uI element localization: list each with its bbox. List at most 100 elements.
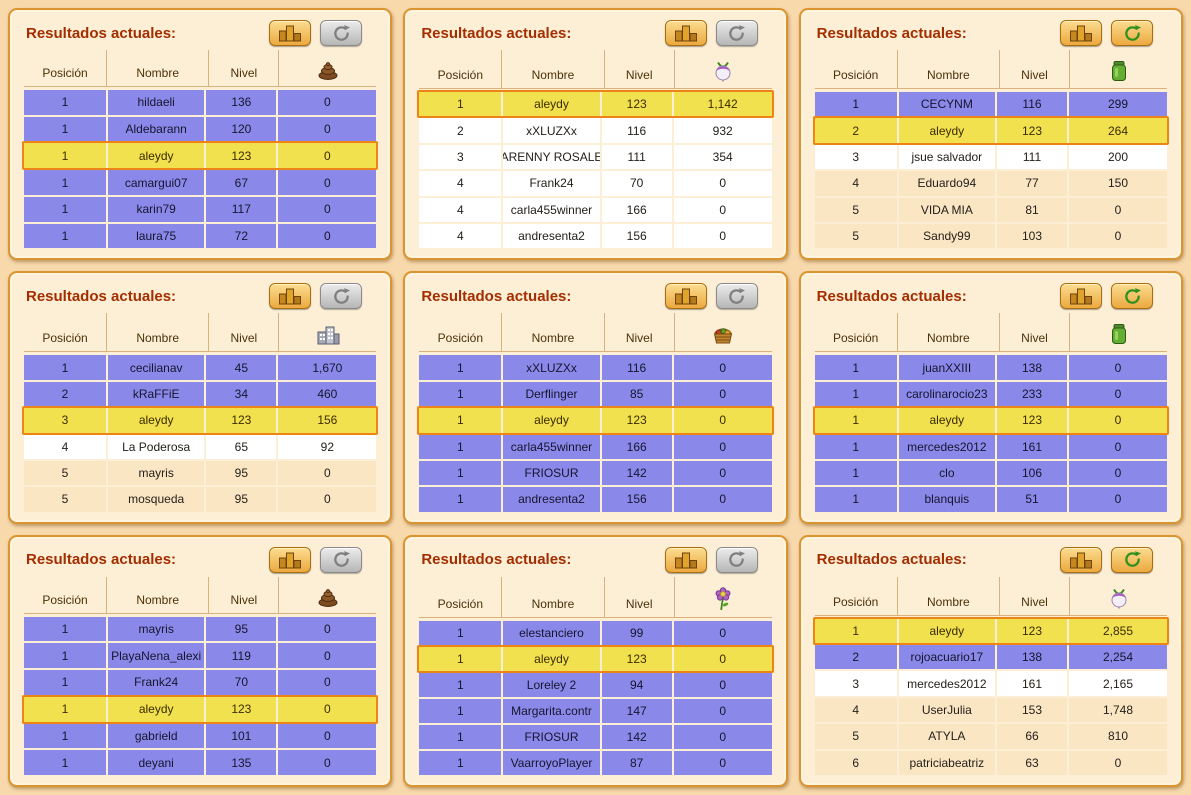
table-row[interactable]: 3 jsue salvador 111 200 bbox=[814, 144, 1167, 170]
row-value: 0 bbox=[278, 116, 377, 142]
table-row[interactable]: 1 gabrield 101 0 bbox=[24, 723, 377, 749]
row-name: carolinarocio23 bbox=[898, 381, 995, 407]
table-row[interactable]: 4 UserJulia 153 1,748 bbox=[814, 697, 1167, 723]
panel-header: Resultados actuales: bbox=[813, 543, 1169, 577]
row-position: 4 bbox=[814, 171, 897, 196]
table-row[interactable]: 1 xXLUZXx 116 0 bbox=[419, 355, 772, 380]
row-name: andresenta2 bbox=[503, 487, 600, 512]
table-row[interactable]: 1 Frank24 70 0 bbox=[24, 670, 377, 695]
row-name: aleydy bbox=[898, 408, 995, 433]
row-name: mayris bbox=[108, 616, 205, 642]
table-row[interactable]: 1 aleydy 123 1,142 bbox=[417, 89, 774, 119]
table-row[interactable]: 3 KARENNY ROSALES 111 354 bbox=[419, 144, 772, 170]
table-row[interactable]: 1 mayris 95 0 bbox=[24, 616, 377, 642]
table-row[interactable]: 1 clo 106 0 bbox=[814, 460, 1167, 486]
row-value: 0 bbox=[1069, 381, 1167, 407]
table-row[interactable]: 2 xXLUZXx 116 932 bbox=[419, 118, 772, 143]
table-row[interactable]: 1 Aldebarann 120 0 bbox=[24, 116, 377, 142]
podium-button[interactable] bbox=[1060, 283, 1102, 310]
row-name: FRIOSUR bbox=[503, 724, 600, 749]
podium-button[interactable] bbox=[1060, 20, 1102, 46]
table-body: 1 aleydy 123 1,142 2 xXLUZXx 116 932 3 K… bbox=[417, 89, 774, 249]
table-row[interactable]: 1 blanquis 51 0 bbox=[814, 487, 1167, 512]
table-row[interactable]: 1 juanXXIII 138 0 bbox=[814, 355, 1167, 380]
table-row[interactable]: 3 mercedes2012 161 2,165 bbox=[814, 671, 1167, 696]
table-row[interactable]: 4 andresenta2 156 0 bbox=[419, 223, 772, 249]
table-row[interactable]: 4 carla455winner 166 0 bbox=[419, 197, 772, 222]
table-row[interactable]: 1 PlayaNena_alexi 119 0 bbox=[24, 643, 377, 669]
table-row[interactable]: 5 mayris 95 0 bbox=[24, 460, 377, 486]
row-name: aleydy bbox=[898, 118, 995, 143]
table-row[interactable]: 1 cecilianav 45 1,670 bbox=[24, 355, 377, 380]
row-value: 0 bbox=[278, 750, 377, 775]
column-header-position: Posición bbox=[437, 68, 483, 82]
table-row[interactable]: 1 Derflinger 85 0 bbox=[419, 381, 772, 407]
table-row[interactable]: 1 Margarita.contr 147 0 bbox=[419, 698, 772, 723]
podium-button[interactable] bbox=[269, 20, 312, 46]
row-position: 1 bbox=[419, 487, 502, 512]
refresh-button[interactable] bbox=[715, 546, 758, 573]
podium-button[interactable] bbox=[664, 546, 707, 573]
row-level: 123 bbox=[601, 646, 672, 671]
table-row[interactable]: 1 laura75 72 0 bbox=[24, 223, 377, 249]
row-level: 85 bbox=[601, 381, 672, 407]
row-value: 0 bbox=[278, 487, 377, 512]
table-row[interactable]: 1 carla455winner 166 0 bbox=[419, 434, 772, 459]
table-row[interactable]: 1 aleydy 123 0 bbox=[812, 406, 1170, 435]
table-row[interactable]: 2 aleydy 123 264 bbox=[812, 116, 1170, 146]
table-row[interactable]: 1 karin79 117 0 bbox=[24, 196, 377, 222]
table-row[interactable]: 1 FRIOSUR 142 0 bbox=[419, 460, 772, 486]
row-position: 2 bbox=[24, 381, 106, 407]
table-row[interactable]: 1 Loreley 2 94 0 bbox=[419, 672, 772, 697]
table-row[interactable]: 1 VaarroyoPlayer 87 0 bbox=[419, 750, 772, 776]
table-row[interactable]: 2 rojoacuario17 138 2,254 bbox=[814, 645, 1167, 670]
table-body: 1 mayris 95 0 1 PlayaNena_alexi 119 0 1 … bbox=[21, 614, 379, 775]
table-row[interactable]: 1 hildaeli 136 0 bbox=[24, 90, 377, 115]
table-row[interactable]: 5 ATYLA 66 810 bbox=[814, 724, 1167, 749]
table-row[interactable]: 2 kRaFFiE 34 460 bbox=[24, 381, 377, 407]
table-row[interactable]: 3 aleydy 123 156 bbox=[21, 406, 379, 435]
refresh-button[interactable] bbox=[1111, 546, 1153, 573]
refresh-button[interactable] bbox=[320, 546, 363, 573]
podium-button[interactable] bbox=[664, 20, 707, 46]
table-row[interactable]: 6 patriciabeatriz 63 0 bbox=[814, 750, 1167, 775]
refresh-button[interactable] bbox=[1111, 20, 1153, 46]
table-row[interactable]: 5 Sandy99 103 0 bbox=[814, 223, 1167, 249]
table-row[interactable]: 1 carolinarocio23 233 0 bbox=[814, 381, 1167, 407]
table-row[interactable]: 4 Eduardo94 77 150 bbox=[814, 171, 1167, 196]
table-row[interactable]: 5 mosqueda 95 0 bbox=[24, 487, 377, 512]
row-level: 138 bbox=[997, 645, 1067, 670]
table-row[interactable]: 1 aleydy 123 0 bbox=[21, 141, 379, 170]
table-row[interactable]: 1 CECYNM 116 299 bbox=[814, 92, 1167, 117]
row-position: 4 bbox=[419, 197, 502, 222]
table-row[interactable]: 4 La Poderosa 65 92 bbox=[24, 434, 377, 459]
row-level: 123 bbox=[997, 618, 1067, 644]
table-row[interactable]: 1 camargui07 67 0 bbox=[24, 170, 377, 195]
row-value: 0 bbox=[278, 460, 377, 486]
table-row[interactable]: 1 FRIOSUR 142 0 bbox=[419, 724, 772, 749]
table-row[interactable]: 5 VIDA MIA 81 0 bbox=[814, 197, 1167, 222]
table-row[interactable]: 1 aleydy 123 0 bbox=[417, 644, 774, 673]
refresh-button[interactable] bbox=[715, 20, 758, 46]
table-row[interactable]: 1 aleydy 123 2,855 bbox=[812, 616, 1170, 646]
panel-buttons bbox=[664, 546, 758, 573]
table-row[interactable]: 4 Frank24 70 0 bbox=[419, 171, 772, 196]
table-row[interactable]: 1 deyani 135 0 bbox=[24, 750, 377, 775]
row-position: 4 bbox=[419, 171, 502, 196]
table-row[interactable]: 1 aleydy 123 0 bbox=[21, 694, 379, 724]
refresh-button[interactable] bbox=[715, 283, 758, 310]
table-row[interactable]: 1 elestanciero 99 0 bbox=[419, 620, 772, 645]
refresh-button[interactable] bbox=[320, 283, 363, 310]
table-row[interactable]: 1 mercedes2012 161 0 bbox=[814, 434, 1167, 459]
podium-button[interactable] bbox=[269, 546, 312, 573]
table-row[interactable]: 1 andresenta2 156 0 bbox=[419, 487, 772, 512]
row-position: 1 bbox=[24, 723, 106, 749]
podium-button[interactable] bbox=[269, 283, 312, 310]
refresh-button[interactable] bbox=[1111, 283, 1153, 310]
row-name: patriciabeatriz bbox=[898, 750, 995, 775]
podium-button[interactable] bbox=[664, 283, 707, 310]
podium-button[interactable] bbox=[1060, 546, 1102, 573]
table-row[interactable]: 1 aleydy 123 0 bbox=[417, 406, 774, 435]
refresh-button[interactable] bbox=[320, 20, 363, 46]
